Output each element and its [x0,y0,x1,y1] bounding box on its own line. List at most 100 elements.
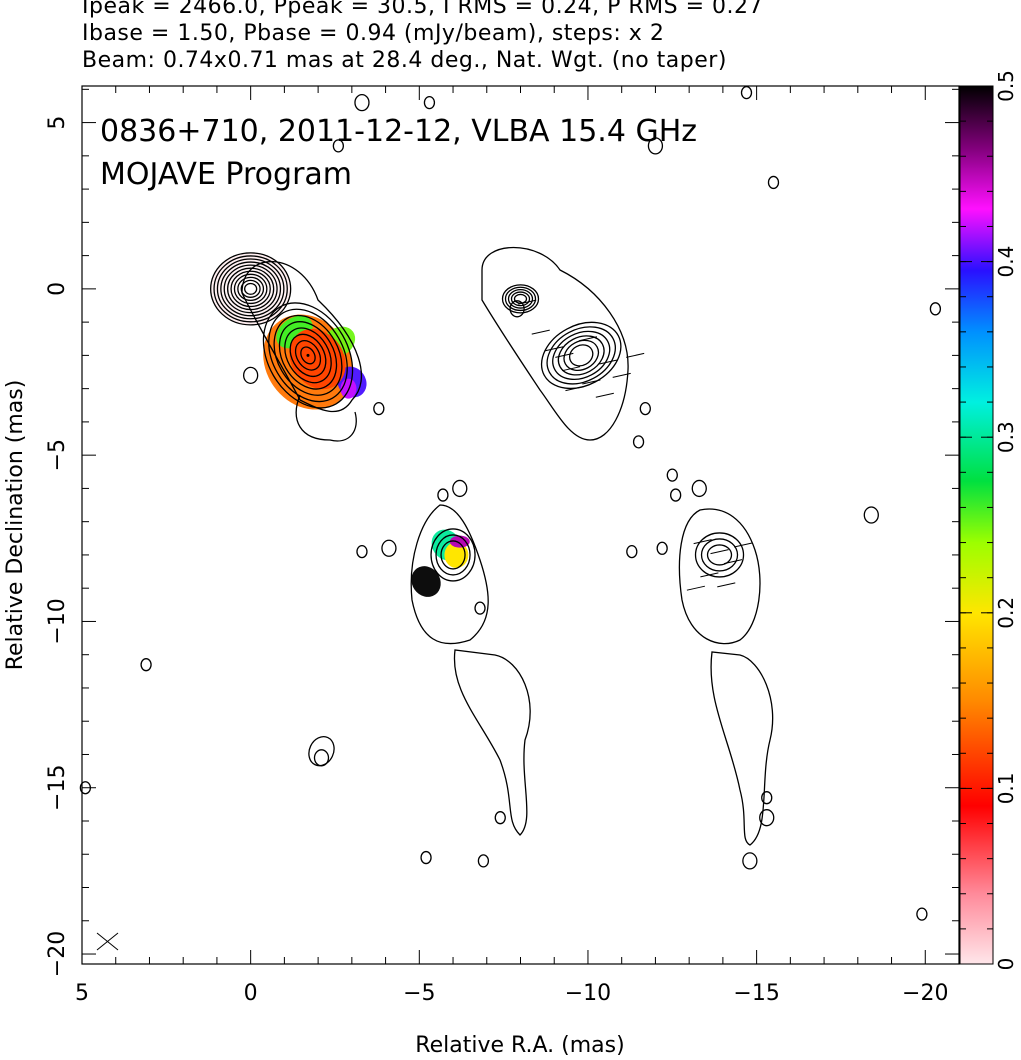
contour-outer [241,260,363,413]
contour-island [666,468,678,482]
contour-island [759,809,775,827]
colorbar-tick-label: 0 [994,958,1018,971]
contour-island [308,735,335,767]
contour-component [440,540,466,570]
contour-island [767,175,780,190]
contour-island [742,852,758,870]
y-tick-label: 5 [45,116,70,130]
contour-island [423,95,436,110]
contour-island [420,850,432,865]
contour-island [639,401,651,416]
contour-component [294,340,322,371]
evpa-vector [595,392,614,398]
contour-component [284,327,332,384]
panel-title-line-1: 0836+710, 2011-12-12, VLBA 15.4 GHz [100,114,697,149]
contour-component-right [557,335,605,376]
contour-outer-right [481,246,629,441]
evpa-vector [578,336,598,342]
colorbar-tick-label: 0.2 [994,597,1018,629]
contour-island [632,435,645,449]
evpa-vector [582,379,601,385]
evpa-vector [555,352,574,358]
x-tick-label: 5 [75,981,89,1006]
x-tick-label: −20 [902,981,948,1006]
y-tick-label: −10 [45,598,70,644]
contour-outer-right [710,651,774,846]
evpa-vector [710,549,729,555]
contour-core-right [507,288,534,309]
component-peak [306,353,310,357]
x-tick-label: 0 [244,981,258,1006]
contour-island [626,544,638,559]
contour-island [477,854,490,868]
contour-island [452,479,468,498]
polarization-patch [449,535,470,548]
contour-core [210,252,292,326]
contour-island [929,302,942,316]
contour-island [761,791,773,805]
contour-component [300,346,316,365]
evpa-vector [717,582,736,588]
contour-component [278,321,338,390]
y-tick-label: −20 [45,931,70,977]
contour-island [740,86,753,100]
contour-island [332,139,345,153]
contour-core [244,282,258,295]
contour-core [230,270,271,308]
polarization-patch [444,541,469,568]
y-tick-label: 0 [45,282,70,296]
contour-island [437,488,449,502]
beam-symbol [96,932,119,951]
evpa-vector [518,299,537,305]
evpa-vector [723,559,743,565]
contour-core [213,255,288,323]
evpa-vector [565,386,584,392]
contour-component [430,528,476,582]
x-tick-label: −15 [733,981,779,1006]
contour-component-right [546,326,616,385]
x-axis-label: Relative R.A. (mas) [415,1033,624,1058]
contour-island [509,300,525,318]
y-axis-label: Relative Declination (mas) [3,380,28,671]
contour-island [670,488,682,502]
evpa-vector [700,572,719,578]
contour-component-right [706,544,733,566]
contour-island [140,658,152,672]
contour-core [237,276,265,302]
contour-core [240,279,261,298]
plot-frame [81,85,960,965]
header-line-1: Ipeak = 2466.0, Ppeak = 30.5, I RMS = 0.… [82,0,763,19]
contour-island [691,479,707,498]
x-tick-label: −10 [565,981,611,1006]
contour-island [863,506,879,524]
contour-core-right [504,286,537,312]
evpa-vector [531,329,550,335]
contour-island [381,539,397,557]
polarization-patch [411,566,441,597]
evpa-vector [599,359,618,365]
header-line-2: Ibase = 1.50, Pbase = 0.94 (mJy/beam), s… [82,21,665,46]
colorbar [959,85,994,965]
contour-outer [453,649,531,836]
evpa-vector [561,366,581,372]
core-glow [210,252,291,325]
y-tick-label: −15 [45,765,70,811]
evpa-vector [686,585,706,591]
x-tick-label: −5 [403,981,435,1006]
header-line-3: Beam: 0.74x0.71 mas at 28.4 deg., Nat. W… [82,48,727,73]
contour-component-right [694,532,745,578]
contour-component [289,333,327,378]
evpa-vector [693,539,712,545]
evpa-vector [612,372,631,378]
map-area [79,86,942,951]
colorbar-tick-label: 0.4 [994,246,1018,278]
contour-outer [295,394,357,442]
contour-component [268,308,348,403]
colorbar-tick-label: 0.5 [994,70,1018,102]
contour-component-right [563,339,600,372]
contour-island [647,137,664,155]
contour-island [474,601,486,615]
contour-core [233,273,268,305]
contour-island [243,366,259,384]
